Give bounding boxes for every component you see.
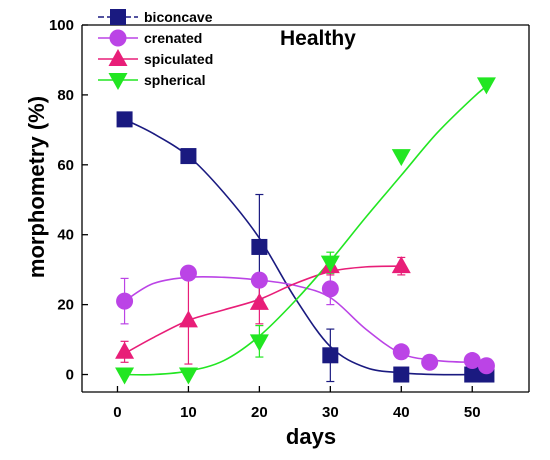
axes: 0 10 20 30 40 50 0 20 40 60 80 100: [49, 17, 530, 421]
y-tick-label: 40: [57, 227, 74, 244]
biconcave-point: [464, 366, 481, 383]
fit-curves: [124, 85, 487, 376]
y-tick-label: 60: [57, 157, 74, 174]
spiculated-point: [391, 256, 411, 274]
biconcave-point: [393, 366, 410, 383]
crenated-point: [463, 352, 481, 370]
spherical-point: [249, 334, 269, 352]
x-tick-label: 40: [393, 404, 410, 421]
x-tick-label: 30: [322, 404, 339, 421]
data-points: [115, 77, 496, 385]
x-tick-label: 10: [180, 404, 197, 421]
legend-label-spiculated: spiculated: [144, 51, 213, 67]
y-tick-label: 80: [57, 87, 74, 104]
biconcave-point: [180, 148, 197, 165]
crenated-point: [321, 280, 339, 298]
error-bars: [120, 193, 406, 383]
legend: biconcave crenated spiculated spherical: [98, 9, 213, 90]
chart-title: Healthy: [280, 27, 356, 50]
y-tick-label: 20: [57, 297, 74, 314]
spherical-point: [391, 149, 411, 167]
legend-label-biconcave: biconcave: [144, 9, 213, 25]
legend-label-crenated: crenated: [144, 30, 202, 46]
biconcave-point: [322, 347, 339, 364]
y-tick-label: 100: [49, 17, 74, 34]
y-tick-label: 0: [66, 367, 74, 384]
crenated-point: [179, 264, 197, 282]
x-tick-label: 0: [113, 404, 121, 421]
legend-marker-biconcave: [110, 9, 126, 25]
crenated-point: [421, 353, 439, 371]
legend-marker-spherical: [108, 73, 128, 90]
x-axis-title: days: [286, 424, 336, 449]
biconcave-point: [116, 111, 133, 128]
biconcave-fit-curve: [124, 118, 487, 376]
spherical-point: [320, 255, 340, 273]
spiculated-point: [115, 341, 135, 359]
spherical-point: [476, 77, 496, 95]
legend-label-spherical: spherical: [144, 72, 205, 88]
legend-marker-crenated: [109, 29, 127, 47]
x-tick-label: 50: [464, 404, 481, 421]
spiculated-point: [178, 310, 198, 328]
spherical-point: [178, 367, 198, 385]
y-axis-title: morphometry (%): [24, 96, 49, 278]
legend-marker-spiculated: [108, 49, 128, 66]
spherical-point: [115, 367, 135, 385]
spherical-fit-curve: [124, 85, 487, 376]
biconcave-point: [251, 238, 268, 255]
crenated-point: [392, 343, 410, 361]
x-tick-label: 20: [251, 404, 268, 421]
crenated-point: [250, 271, 268, 289]
crenated-point: [477, 357, 495, 375]
spiculated-point: [249, 292, 269, 310]
crenated-point: [116, 292, 134, 310]
